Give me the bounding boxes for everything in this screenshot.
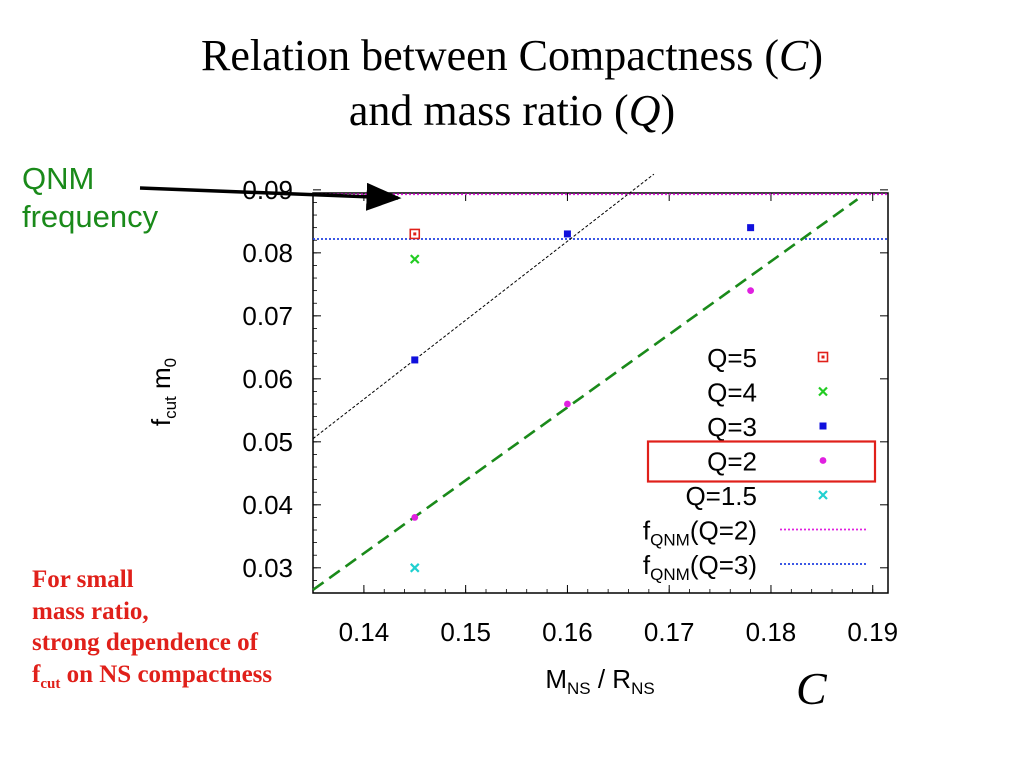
data-points: [409, 224, 755, 573]
legend-label: Q=1.5: [685, 481, 757, 511]
legend: Q=5 Q=4 Q=3 Q=2 Q=1.5 fQNM(Q=2)fQNM(Q=3): [643, 343, 877, 584]
note-line-2: mass ratio,: [32, 597, 149, 625]
legend-label: Q=5: [707, 343, 757, 373]
x-tick-label: 0.18: [746, 617, 797, 647]
data-point: [564, 400, 571, 408]
title-text-4: ): [660, 86, 676, 135]
legend-label: fQNM(Q=3): [643, 550, 757, 584]
title-text-2: ): [808, 31, 823, 80]
note-sub: cut: [40, 675, 61, 692]
data-point: [747, 287, 755, 295]
legend-marker: [818, 386, 828, 397]
marker-outer: [409, 228, 421, 240]
qnm-label-line-2: frequency: [22, 199, 159, 234]
fit-line-dotted: [312, 173, 655, 440]
y-axis-label: fcut m0: [146, 358, 180, 426]
title-text-1: Relation between Compactness (: [201, 31, 779, 80]
y-tick-label: 0.05: [242, 427, 293, 457]
fit-line-dashed: [312, 198, 859, 591]
legend-label: Q=4: [707, 378, 757, 408]
legend-marker: [819, 422, 827, 430]
data-point: [411, 514, 419, 521]
title-line-2: and mass ratio (Q): [0, 83, 1024, 138]
marker-inner: [821, 355, 825, 359]
title-symbol-c: C: [778, 31, 809, 80]
x-axis-label: MNS / RNS: [545, 664, 654, 698]
chart-lines: [312, 173, 888, 591]
legend-label: fQNM(Q=2): [643, 516, 757, 550]
plot-frame: [312, 192, 889, 594]
x-tick-label: 0.15: [440, 617, 491, 647]
y-tick-label: 0.04: [242, 490, 293, 520]
y-tick-label: 0.08: [242, 238, 293, 268]
data-point: [411, 356, 419, 364]
title-symbol-q: Q: [628, 86, 661, 135]
note-rest: on NS compactness: [60, 660, 273, 688]
data-point: [409, 254, 420, 264]
qnm-arrow: [139, 182, 402, 211]
note-f: f: [32, 660, 41, 688]
slide-title: Relation between Compactness (C) and mas…: [0, 28, 1024, 138]
compactness-symbol: C: [796, 663, 827, 714]
x-tick-label: 0.16: [542, 617, 593, 647]
legend-label: Q=2: [707, 447, 757, 477]
legend-marker: [819, 457, 827, 464]
legend-marker: [818, 490, 828, 500]
qnm-frequency-label: QNM frequency: [22, 160, 158, 236]
qnm-label-line-1: QNM: [22, 161, 95, 196]
title-line-1: Relation between Compactness (C): [0, 28, 1024, 83]
x-tick-label: 0.14: [339, 617, 390, 647]
x-tick-label: 0.19: [847, 617, 898, 647]
y-tick-label: 0.06: [242, 364, 293, 394]
note-line-3: strong dependence of: [32, 629, 258, 656]
data-point: [409, 563, 420, 573]
data-point: [563, 230, 571, 238]
marker-inner: [413, 232, 417, 236]
y-tick-label: 0.09: [242, 175, 293, 205]
note-line-1: For small: [32, 566, 134, 593]
x-tick-label: 0.17: [644, 617, 695, 647]
note-line-4: fcut on NS compactness: [32, 659, 272, 701]
axis-ticks: 0.14 0.15 0.16 0.17 0.18 0.19 0.03 0.04 0.05 0.06…: [242, 175, 898, 647]
small-mass-ratio-note: For small mass ratio, strong dependence …: [32, 564, 272, 700]
data-point: [409, 228, 421, 240]
legend-label: Q=3: [707, 412, 757, 442]
y-tick-label: 0.03: [242, 553, 293, 583]
legend-highlight-box: [646, 440, 877, 483]
marker-outer: [817, 351, 829, 363]
data-point: [747, 224, 755, 232]
y-tick-label: 0.07: [242, 301, 293, 331]
title-text-3: and mass ratio (: [348, 86, 629, 135]
legend-marker: [817, 351, 829, 363]
